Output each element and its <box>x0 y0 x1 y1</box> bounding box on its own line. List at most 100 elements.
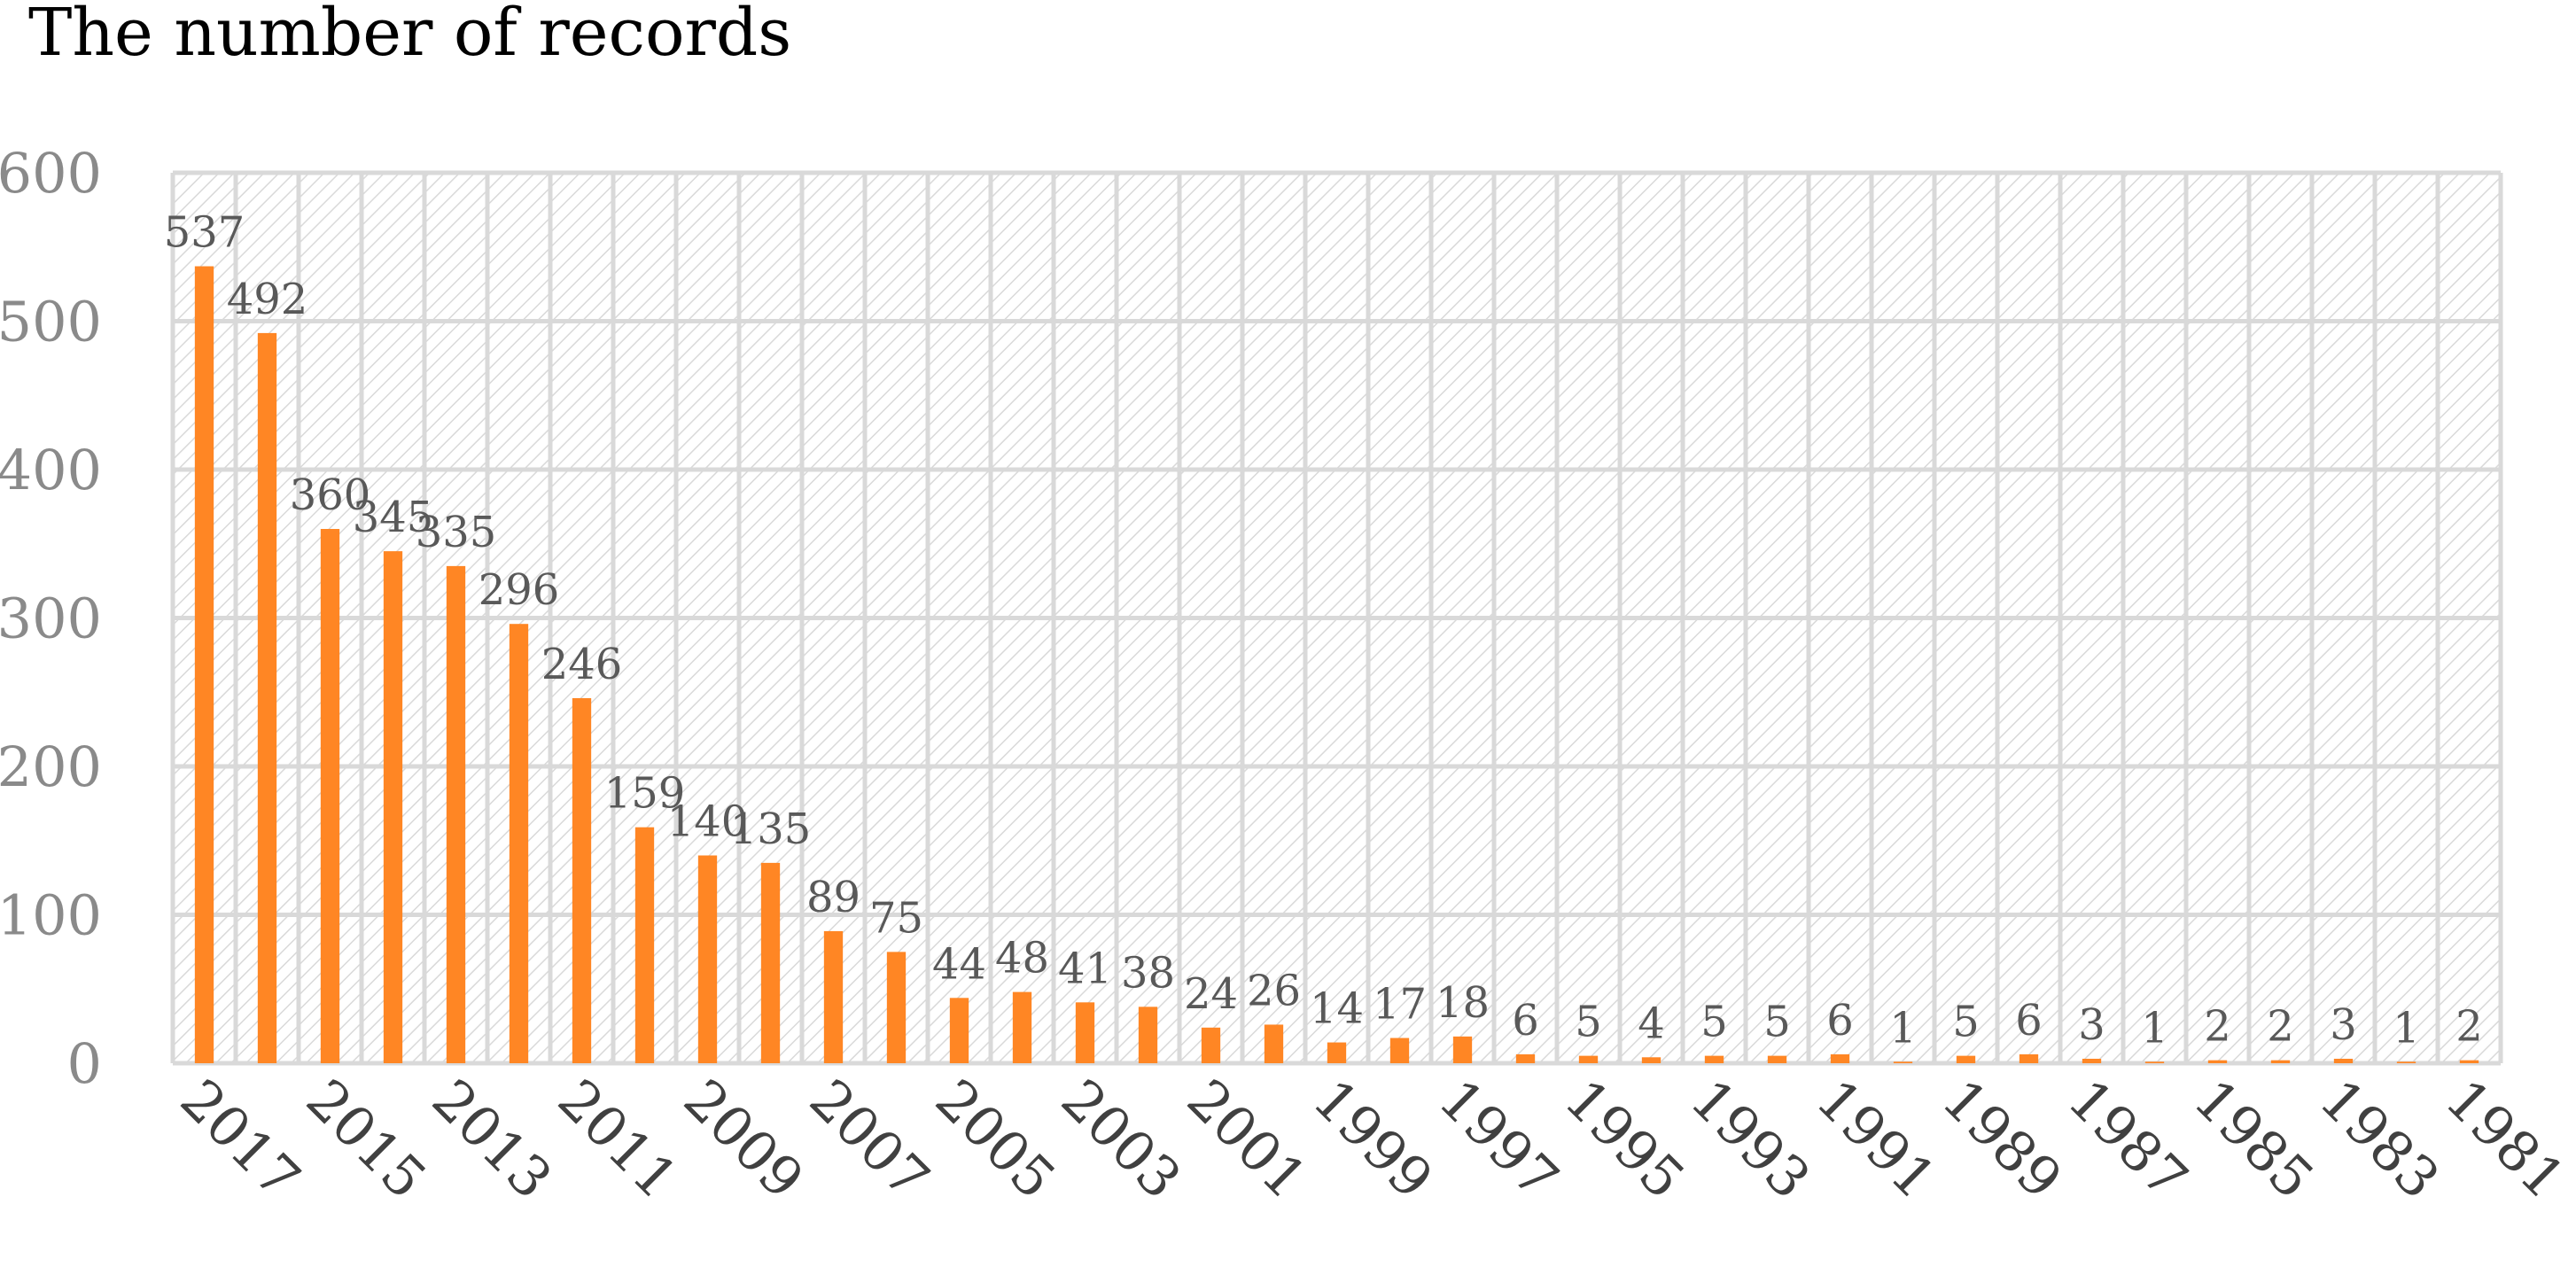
bar <box>446 565 466 1063</box>
data-label: 1 <box>2141 1003 2168 1053</box>
bar <box>509 624 529 1063</box>
bar <box>1578 1055 1599 1063</box>
data-label: 5 <box>1700 998 1728 1047</box>
data-label: 1 <box>1889 1003 1917 1053</box>
y-tick-label: 100 <box>0 883 102 948</box>
bar <box>1138 1007 1158 1063</box>
bar <box>760 862 781 1063</box>
bar <box>1012 991 1032 1063</box>
bar <box>1956 1055 1976 1063</box>
x-tick-label: 1997 <box>1427 1067 1571 1211</box>
bar <box>823 930 844 1063</box>
data-label: 3 <box>2330 1000 2357 1050</box>
bar <box>2396 1061 2416 1063</box>
bar <box>2333 1058 2354 1063</box>
x-tick-label: 2003 <box>1049 1067 1194 1211</box>
x-tick-label: 1981 <box>2433 1067 2576 1211</box>
bar <box>1893 1061 1913 1063</box>
bar <box>1515 1053 1536 1063</box>
bar <box>2207 1060 2228 1063</box>
bar <box>2459 1060 2479 1063</box>
x-tick-label: 2013 <box>420 1067 564 1211</box>
x-tick-label: 1983 <box>2308 1067 2452 1211</box>
x-tick-label: 1987 <box>2056 1067 2200 1211</box>
bar <box>383 551 403 1063</box>
data-label: 296 <box>479 565 560 615</box>
bar <box>572 697 592 1063</box>
data-label: 41 <box>1058 944 1112 993</box>
bar <box>886 952 907 1063</box>
data-label: 24 <box>1184 969 1238 1019</box>
x-tick-label: 2005 <box>923 1067 1068 1211</box>
bar <box>2082 1058 2102 1063</box>
data-label: 135 <box>730 805 812 854</box>
data-label: 17 <box>1373 980 1427 1030</box>
bar <box>1201 1027 1221 1063</box>
bar <box>1830 1053 1850 1063</box>
data-label: 159 <box>604 769 686 819</box>
y-tick-label: 200 <box>0 735 102 799</box>
bar <box>634 827 655 1063</box>
data-label: 26 <box>1247 966 1301 1015</box>
data-label: 6 <box>1826 996 1854 1045</box>
bar <box>1704 1055 1724 1063</box>
data-label: 360 <box>290 470 371 520</box>
bar <box>949 998 969 1063</box>
data-label: 6 <box>1512 996 1539 1045</box>
x-tick-label: 2011 <box>546 1067 690 1211</box>
bar <box>257 332 277 1063</box>
data-label: 18 <box>1436 978 1490 1028</box>
data-label: 5 <box>1575 998 1602 1047</box>
data-label: 38 <box>1121 948 1175 998</box>
data-label: 246 <box>541 640 623 689</box>
x-tick-label: 1995 <box>1553 1067 1697 1211</box>
x-tick-label: 1991 <box>1804 1067 1949 1211</box>
data-label: 335 <box>416 508 497 557</box>
data-label: 3 <box>2078 1000 2105 1050</box>
data-label: 5 <box>1952 998 1980 1047</box>
y-tick-label: 0 <box>67 1031 102 1096</box>
y-tick-label: 300 <box>0 587 102 651</box>
x-tick-label: 1999 <box>1301 1067 1445 1211</box>
data-label: 5 <box>1763 998 1791 1047</box>
x-tick-label: 2017 <box>168 1067 313 1211</box>
y-tick-label: 400 <box>0 438 102 502</box>
bar <box>1389 1038 1410 1063</box>
data-label: 4 <box>1638 999 1665 1048</box>
bar <box>1452 1036 1473 1063</box>
data-label: 75 <box>869 893 923 943</box>
data-label: 44 <box>932 939 986 989</box>
data-label: 345 <box>353 493 434 542</box>
bar <box>1264 1024 1284 1063</box>
data-label: 2 <box>2267 1002 2294 1052</box>
x-tick-label: 1985 <box>2182 1067 2326 1211</box>
x-tick-label: 2007 <box>798 1067 942 1211</box>
bar <box>2144 1061 2165 1063</box>
bar <box>697 855 718 1063</box>
bar <box>2270 1060 2291 1063</box>
y-tick-label: 500 <box>0 290 102 354</box>
x-tick-label: 2001 <box>1175 1067 1319 1211</box>
chart-title: The number of records <box>28 0 791 71</box>
bar <box>194 266 214 1063</box>
data-label: 2 <box>2455 1002 2483 1052</box>
x-tick-label: 1989 <box>1930 1067 2074 1211</box>
data-label: 537 <box>164 208 245 258</box>
x-tick-label: 2015 <box>294 1067 439 1211</box>
data-label: 1 <box>2393 1003 2420 1053</box>
bar <box>1641 1057 1662 1063</box>
bar <box>1075 1002 1095 1063</box>
bar <box>2019 1053 2039 1063</box>
data-label: 6 <box>2015 996 2043 1045</box>
data-label: 140 <box>667 797 749 847</box>
data-label: 89 <box>806 873 860 922</box>
bar <box>1767 1055 1787 1063</box>
data-label: 14 <box>1310 984 1364 1034</box>
y-tick-label: 600 <box>0 141 102 206</box>
x-tick-label: 1993 <box>1678 1067 1823 1211</box>
data-label: 2 <box>2204 1002 2231 1052</box>
data-label: 492 <box>227 275 308 324</box>
x-tick-label: 2009 <box>672 1067 816 1211</box>
